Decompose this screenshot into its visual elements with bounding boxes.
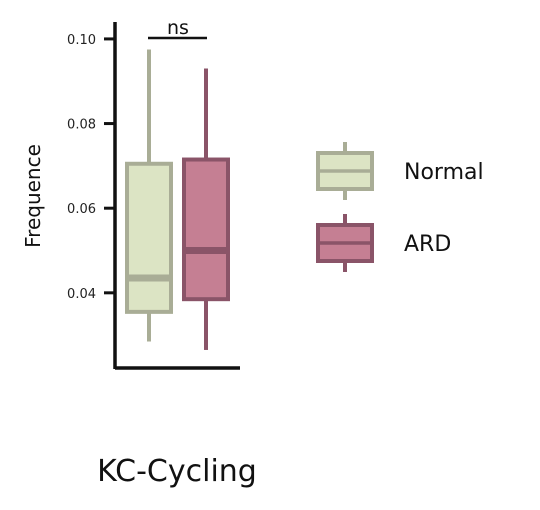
legend-item-ard: ARD bbox=[316, 214, 451, 272]
y-tick-label: 0.08 bbox=[67, 118, 96, 133]
x-category-label: KC-Cycling bbox=[97, 454, 257, 489]
legend-item-normal: Normal bbox=[316, 142, 484, 200]
y-axis-title: Frequence bbox=[21, 144, 45, 248]
legend: Normal ARD bbox=[316, 142, 484, 272]
y-tick-label: 0.06 bbox=[67, 202, 96, 217]
legend-label: ARD bbox=[404, 232, 451, 257]
box-iqr bbox=[125, 161, 173, 314]
significance-label: ns bbox=[167, 17, 189, 39]
box-iqr bbox=[182, 157, 230, 302]
y-ticks: 0.04 0.06 0.08 0.10 bbox=[67, 33, 115, 302]
y-tick-label: 0.10 bbox=[67, 33, 96, 48]
box-normal bbox=[125, 49, 173, 342]
legend-label: Normal bbox=[404, 160, 484, 185]
box-ard bbox=[182, 68, 230, 350]
y-tick-label: 0.04 bbox=[67, 287, 96, 302]
boxes bbox=[125, 49, 230, 350]
